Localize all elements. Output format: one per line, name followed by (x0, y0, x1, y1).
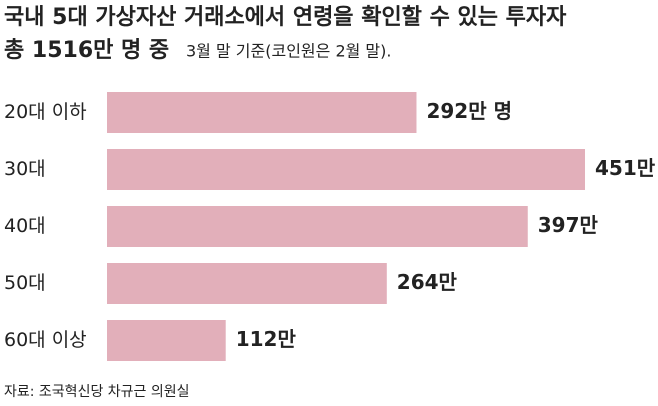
chart-title: 국내 5대 가상자산 거래소에서 연령을 확인할 수 있는 투자자 (4, 5, 567, 30)
value-label: 292만 명 (426, 99, 512, 123)
category-label: 30대 (4, 158, 46, 180)
category-label: 20대 이하 (4, 101, 87, 123)
value-label: 264만 (397, 270, 458, 294)
value-label: 397만 (538, 213, 599, 237)
bar (107, 206, 528, 247)
value-label: 112만 (236, 327, 297, 351)
bar (107, 149, 585, 190)
category-label: 40대 (4, 215, 46, 237)
category-label: 50대 (4, 272, 46, 294)
source: 자료: 조국혁신당 차규근 의원실 (4, 384, 190, 400)
chart-subtitle: 3월 말 기준(코인원은 2월 말). (186, 42, 391, 61)
value-label: 451만 (595, 156, 656, 180)
bar (107, 320, 226, 361)
chart-title: 총 1516만 명 중 (4, 38, 169, 63)
bar (107, 92, 417, 133)
category-label: 60대 이상 (4, 329, 87, 351)
bar (107, 263, 387, 304)
